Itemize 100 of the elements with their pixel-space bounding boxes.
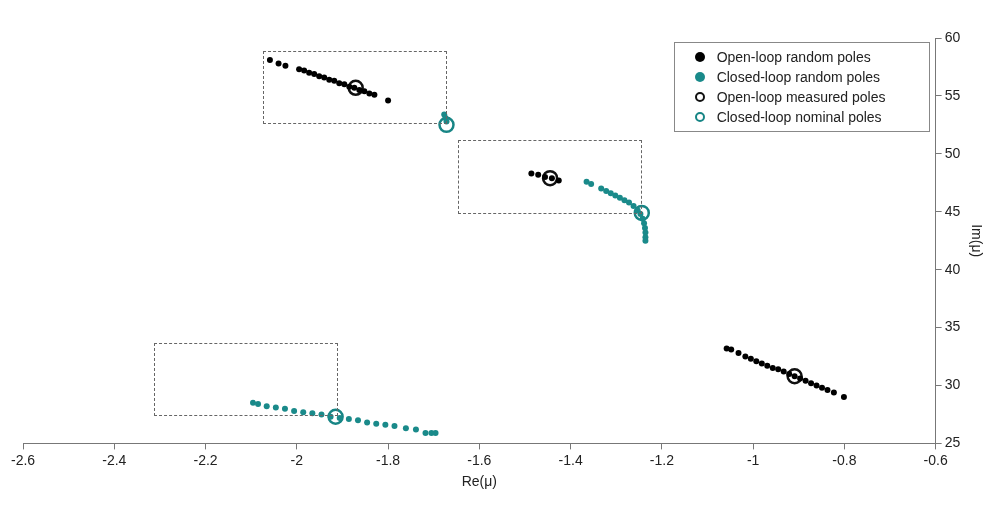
point	[266, 57, 273, 64]
point	[371, 91, 378, 98]
point	[361, 88, 368, 95]
point	[808, 380, 815, 387]
point	[598, 185, 605, 192]
point	[291, 407, 298, 414]
x-tick-label: -2.2	[193, 451, 218, 468]
x-tick-label: -2.6	[11, 451, 36, 468]
x-tick-label: -1	[746, 451, 760, 468]
point	[296, 66, 303, 73]
x-tick-label: -1.4	[558, 451, 583, 468]
y-tick-label: 30	[944, 376, 961, 393]
point	[607, 190, 614, 197]
point	[373, 420, 380, 427]
y-tick-label: 35	[944, 318, 961, 335]
point	[633, 204, 651, 222]
point	[769, 365, 776, 372]
point	[356, 87, 363, 94]
y-tick-label: 55	[944, 86, 961, 103]
point	[555, 177, 562, 184]
x-tick-label: -0.8	[832, 451, 857, 468]
point	[382, 421, 389, 428]
point	[309, 410, 316, 417]
x-tick-label: -1.2	[649, 451, 675, 468]
legend-label: Open-loop measured poles	[716, 88, 886, 107]
point	[255, 401, 262, 408]
point	[797, 375, 804, 382]
x-tick-label: -2	[290, 451, 304, 468]
point	[786, 367, 803, 385]
x-tick-label: -2.4	[102, 451, 127, 468]
point	[250, 399, 257, 406]
point	[802, 377, 809, 384]
point	[432, 429, 439, 436]
point	[336, 80, 343, 87]
point	[301, 67, 308, 74]
point	[758, 360, 765, 367]
point	[327, 408, 344, 426]
point	[354, 417, 361, 424]
point	[541, 169, 559, 187]
point	[326, 76, 333, 83]
y-tick-label: 45	[944, 202, 961, 219]
point	[281, 405, 288, 412]
point	[300, 409, 307, 416]
point	[412, 426, 419, 433]
point	[272, 404, 279, 411]
y-tick-label: 50	[944, 144, 961, 161]
y-tick-label: 60	[944, 28, 961, 45]
y-axis-title: Im(μ)	[968, 224, 985, 258]
point	[385, 97, 392, 104]
point	[263, 403, 270, 410]
point	[641, 224, 648, 231]
point	[341, 81, 348, 88]
point	[786, 370, 793, 377]
point	[728, 346, 735, 353]
x-tick-label: -1.8	[376, 451, 401, 468]
point	[316, 73, 323, 80]
legend-label: Closed-loop random poles	[716, 68, 881, 87]
point	[528, 170, 535, 177]
point	[346, 83, 353, 90]
point	[626, 199, 633, 206]
legend-label: Open-loop random poles	[716, 48, 871, 67]
x-axis-title: Re(μ)	[461, 473, 497, 490]
point	[275, 60, 282, 67]
point	[331, 77, 338, 84]
point	[641, 220, 648, 227]
y-tick-label: 25	[944, 434, 961, 451]
point	[311, 70, 318, 77]
point	[753, 358, 760, 365]
point	[282, 62, 289, 69]
point	[345, 416, 352, 423]
legend-label: Closed-loop nominal poles	[716, 108, 882, 127]
point	[813, 382, 820, 389]
point	[630, 202, 637, 209]
point	[438, 116, 455, 134]
x-tick-label: -0.6	[923, 451, 948, 468]
point	[616, 194, 623, 201]
point	[306, 69, 313, 76]
point	[422, 429, 429, 436]
point	[824, 387, 831, 394]
point	[780, 368, 787, 375]
x-tick-label: -1.6	[467, 451, 492, 468]
point	[364, 419, 371, 426]
point	[321, 74, 328, 81]
point	[391, 423, 398, 430]
point	[830, 389, 837, 396]
point	[542, 173, 549, 180]
y-tick-label: 40	[944, 260, 961, 277]
point	[535, 171, 542, 178]
point	[742, 353, 749, 360]
point	[588, 180, 595, 187]
point	[347, 79, 364, 97]
point	[402, 425, 409, 432]
point	[747, 355, 754, 362]
point	[819, 384, 826, 391]
point	[764, 362, 771, 369]
point	[735, 350, 742, 357]
point	[612, 192, 619, 199]
point	[775, 366, 782, 373]
point	[336, 414, 343, 421]
point	[603, 187, 610, 194]
